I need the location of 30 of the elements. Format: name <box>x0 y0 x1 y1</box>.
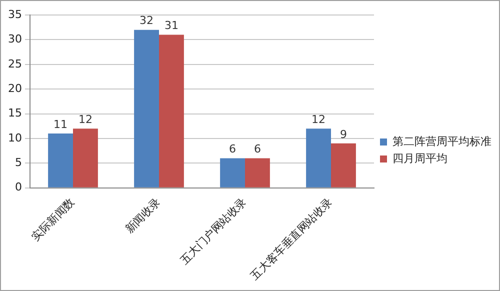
bar <box>331 143 356 188</box>
data-label: 12 <box>78 112 92 126</box>
y-tick-label: 35 <box>8 8 22 21</box>
y-tick-label: 5 <box>14 156 22 170</box>
y-tick-label: 30 <box>8 32 22 46</box>
data-label: 6 <box>229 142 236 156</box>
data-label: 12 <box>312 112 326 126</box>
bar <box>245 158 270 188</box>
data-label: 11 <box>54 118 68 131</box>
x-tick-label: 新闻收录 <box>122 196 164 236</box>
y-tick-label: 15 <box>8 106 22 120</box>
bar <box>220 158 245 188</box>
data-label: 31 <box>164 19 178 32</box>
y-tick-label: 20 <box>8 82 22 95</box>
bar <box>159 34 184 188</box>
data-label: 9 <box>340 128 347 141</box>
bar <box>48 134 73 188</box>
data-label: 32 <box>140 14 154 28</box>
y-tick-label: 25 <box>8 57 22 70</box>
bar <box>134 30 159 188</box>
data-label: 6 <box>254 142 261 156</box>
x-tick-label: 实际新闻数 <box>29 196 78 244</box>
bar <box>73 128 98 188</box>
x-tick-label: 五大门户网站收录 <box>178 196 250 267</box>
bar <box>306 128 331 188</box>
legend-label: 四月周平均 <box>392 152 448 165</box>
x-tick-label: 五大客车垂直网站收录 <box>248 196 336 282</box>
y-tick-label: 10 <box>8 131 22 144</box>
legend-label: 第二阵营周平均标准 <box>392 134 492 148</box>
y-tick-label: 0 <box>14 180 22 194</box>
